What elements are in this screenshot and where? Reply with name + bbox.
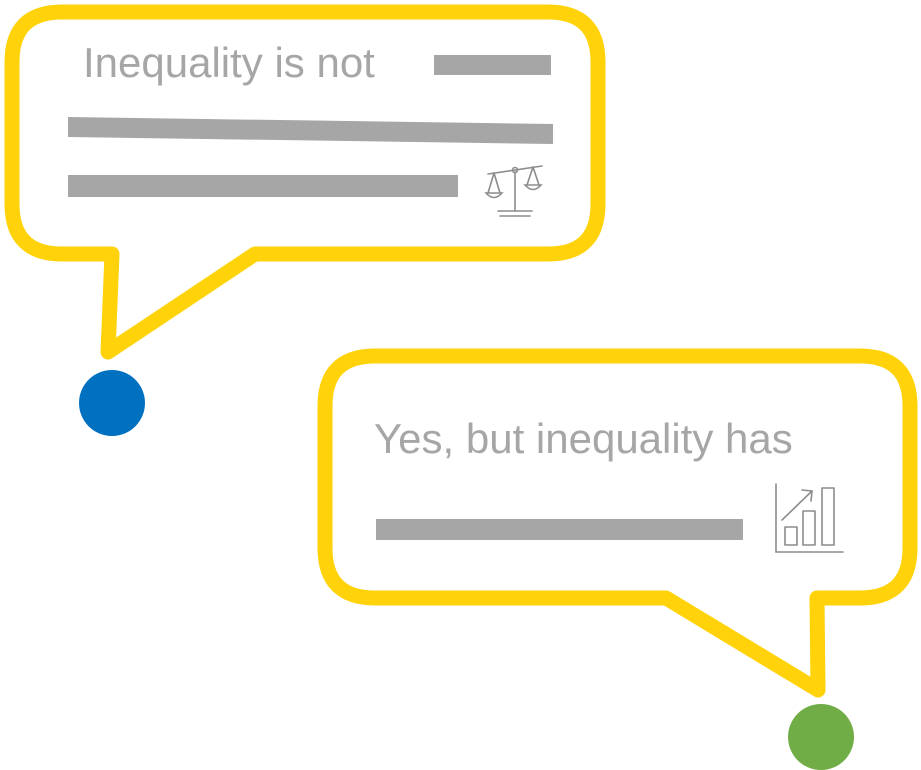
- scales-icon: [484, 165, 543, 217]
- redacted-text-bar: [68, 175, 458, 197]
- redacted-text-bar: [376, 519, 743, 540]
- speaker-left-dot: [79, 370, 145, 436]
- speech-bubble-right-text: Yes, but inequality has: [374, 415, 793, 462]
- speech-bubble-right: Yes, but inequality has: [317, 348, 918, 698]
- bar-chart-growth-icon: [775, 483, 844, 553]
- speech-bubble-left-text: Inequality is not: [83, 39, 375, 86]
- speech-bubble-left: Inequality is not: [4, 4, 606, 360]
- redacted-text-bar: [434, 55, 551, 75]
- speaker-right-dot: [788, 704, 854, 770]
- redacted-text-bar: [68, 117, 553, 144]
